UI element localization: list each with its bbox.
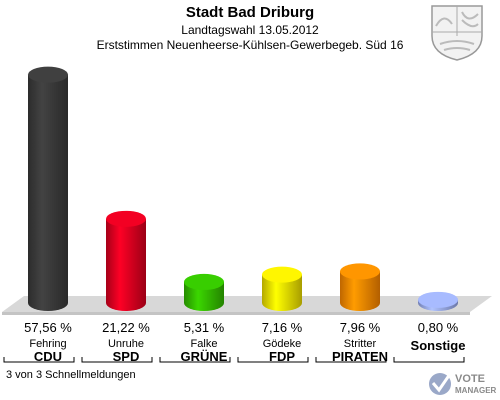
value-label: 21,22 % bbox=[102, 320, 150, 335]
logo-line2: MANAGER bbox=[455, 386, 497, 395]
status-text: 3 von 3 Schnellmeldungen bbox=[6, 369, 136, 381]
value-label: 5,31 % bbox=[183, 320, 225, 335]
category-label: CDU bbox=[33, 349, 63, 364]
vote-manager-logo: VOTE MANAGER bbox=[429, 373, 497, 395]
value-label: 0,80 % bbox=[417, 320, 459, 335]
category-bracket bbox=[3, 357, 75, 363]
bar-cap bbox=[106, 210, 146, 227]
value-label: 57,56 % bbox=[24, 320, 72, 335]
vote-checkmark-icon bbox=[429, 373, 452, 395]
chart-floor-edge bbox=[2, 312, 470, 315]
bar-body bbox=[28, 74, 68, 311]
candidate-label: Unruhe bbox=[107, 338, 145, 350]
bar-cap bbox=[184, 273, 224, 290]
chart-subtitle-district: Erststimmen Neuenheerse-Kühlsen-Gewerbeg… bbox=[96, 38, 404, 52]
nrw-coat-of-arms-icon bbox=[431, 5, 483, 61]
chart-title: Stadt Bad Driburg bbox=[185, 4, 315, 21]
value-label: 7,16 % bbox=[261, 320, 303, 335]
bar-piraten bbox=[340, 263, 380, 311]
bar-fdp bbox=[262, 266, 302, 311]
category-bracket bbox=[237, 357, 309, 363]
category-label: SPD bbox=[112, 349, 140, 364]
bar-cdu bbox=[28, 66, 68, 311]
bar-cap bbox=[28, 66, 68, 83]
bar-cap bbox=[340, 263, 380, 280]
category-label: GRÜNE bbox=[180, 349, 228, 364]
bar-body bbox=[262, 274, 302, 311]
category-bracket bbox=[159, 357, 231, 363]
bar-grüne bbox=[184, 273, 224, 311]
category-bracket bbox=[393, 357, 465, 363]
bar-cap bbox=[418, 291, 458, 308]
category-bracket bbox=[315, 357, 387, 363]
category-bracket bbox=[81, 357, 153, 363]
category-label: PIRATEN bbox=[331, 349, 389, 364]
candidate-label: Falke bbox=[190, 338, 218, 350]
bar-body bbox=[106, 218, 146, 311]
value-label: 7,96 % bbox=[339, 320, 381, 335]
bar-body bbox=[184, 281, 224, 311]
category-label: FDP bbox=[269, 349, 295, 364]
candidate-label: Stritter bbox=[343, 338, 377, 350]
bar-cap bbox=[262, 266, 302, 283]
bar-sonstige bbox=[418, 291, 458, 311]
candidate-label: Fehring bbox=[29, 338, 67, 350]
bar-spd bbox=[106, 210, 146, 311]
chart-subtitle: Landtagswahl 13.05.2012 bbox=[181, 23, 319, 37]
candidate-label: Gödeke bbox=[262, 338, 302, 350]
category-label: Sonstige bbox=[410, 338, 466, 353]
bar-body bbox=[340, 271, 380, 311]
logo-line1: VOTE bbox=[455, 373, 485, 385]
